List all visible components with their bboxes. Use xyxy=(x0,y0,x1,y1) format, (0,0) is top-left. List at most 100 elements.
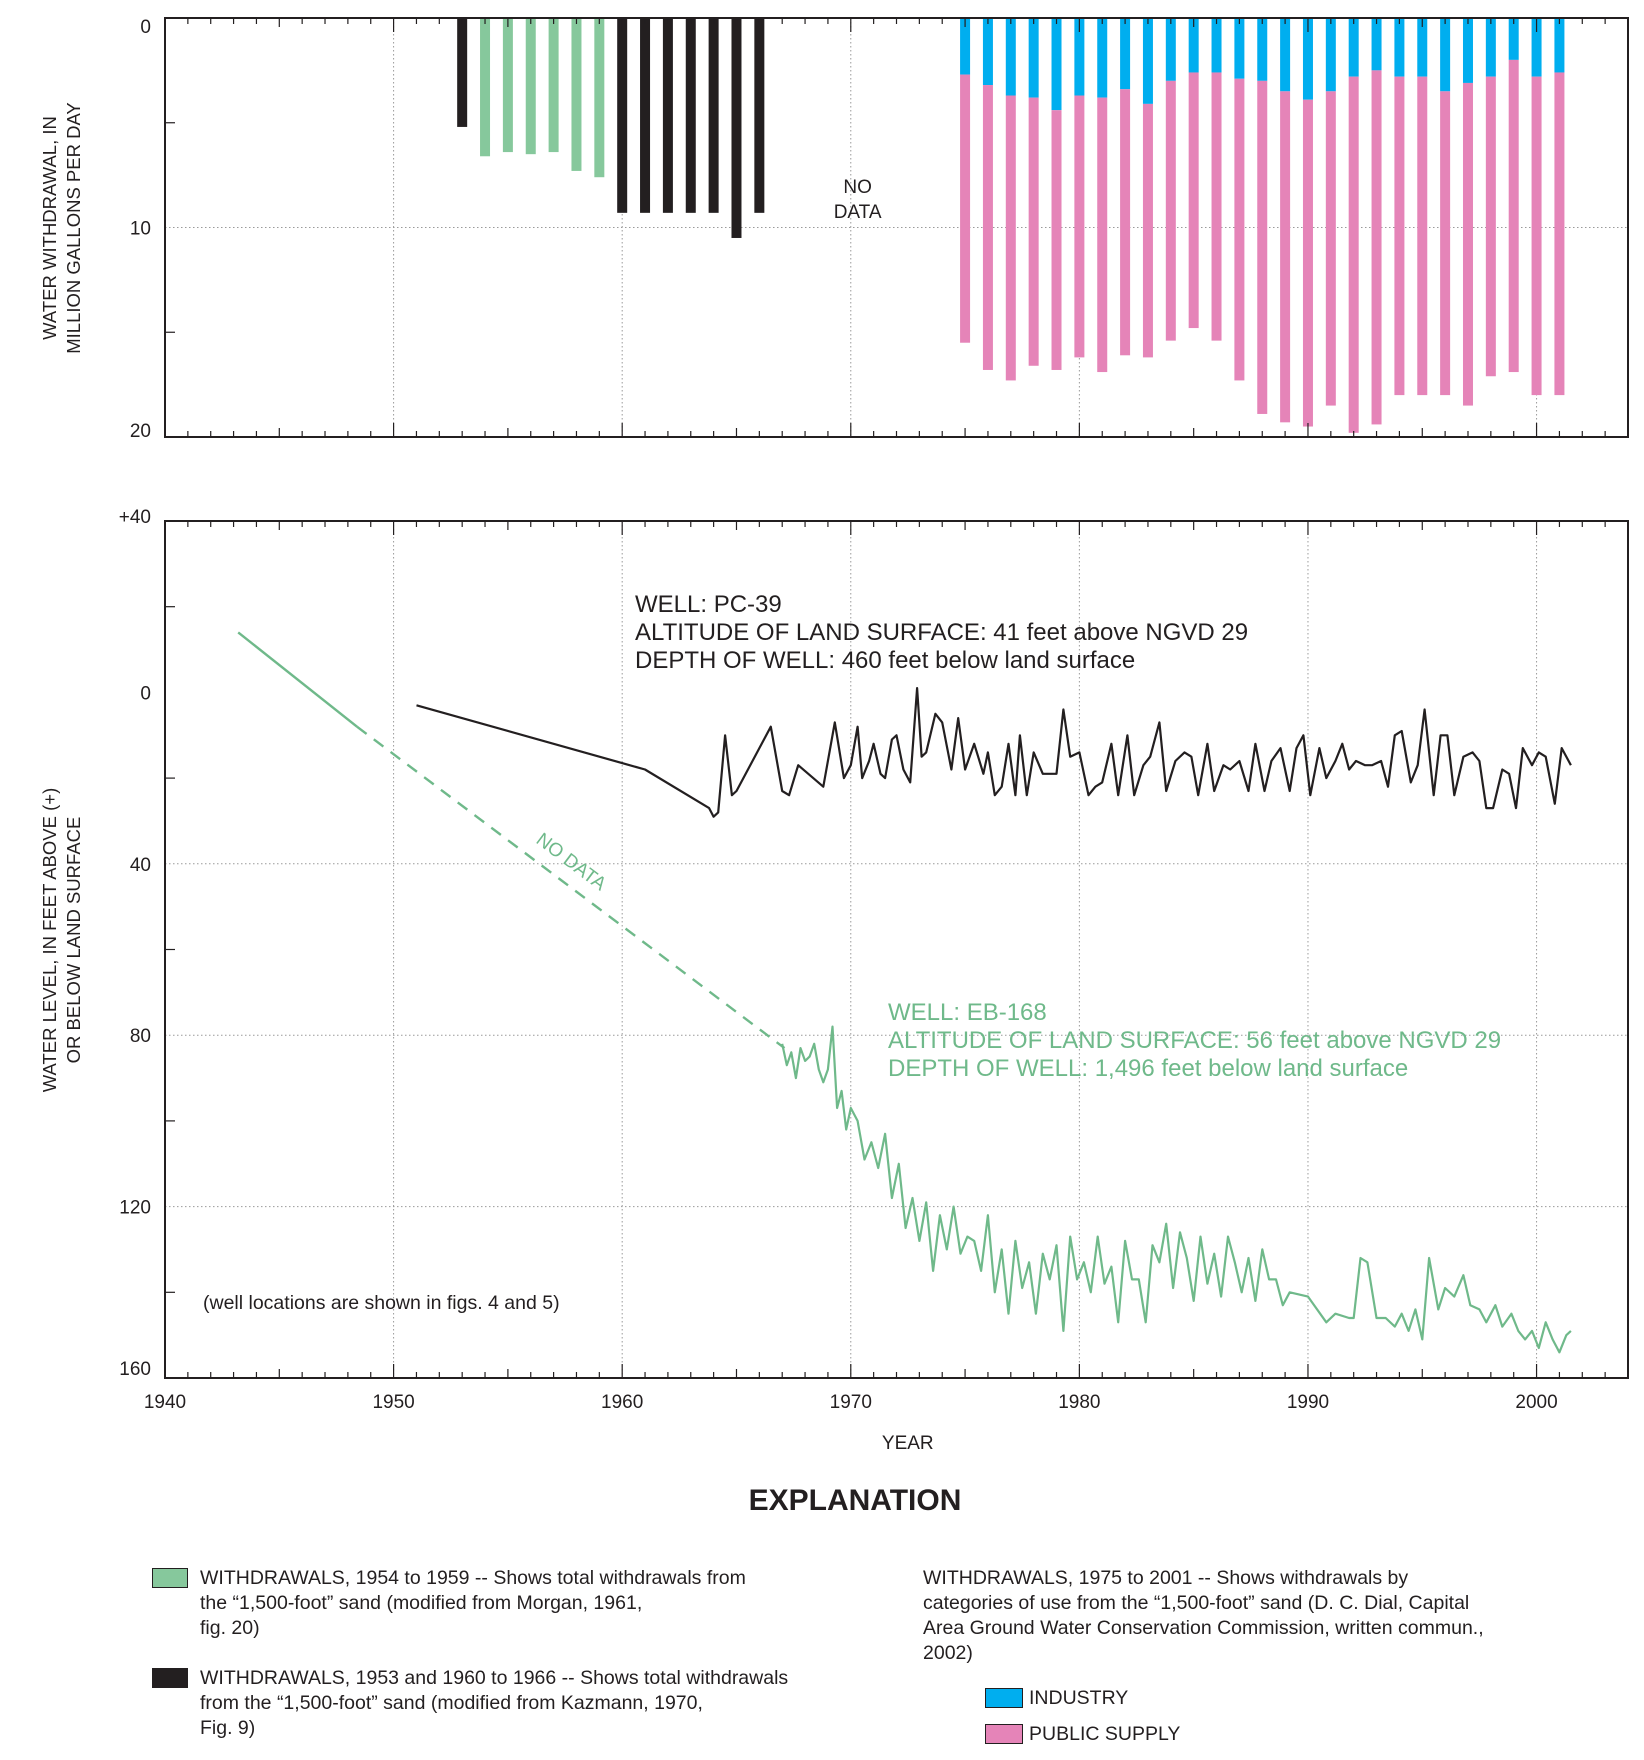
bar-public-supply xyxy=(1280,91,1291,423)
legend-line: 2002) xyxy=(923,1642,973,1664)
bar-withdrawal-total-black xyxy=(754,18,765,213)
legend-line: WITHDRAWALS, 1975 to 2001 -- Shows withd… xyxy=(923,1567,1409,1589)
x-tick-label: 1970 xyxy=(830,1392,872,1413)
x-tick-label: 1980 xyxy=(1058,1392,1100,1413)
y-tick-label: 0 xyxy=(140,17,151,38)
panel-frame xyxy=(164,17,1629,438)
bar-withdrawal-total-black xyxy=(640,18,651,213)
altitude-label-pc-39: ALTITUDE OF LAND SURFACE: 41 feet above … xyxy=(635,619,1248,646)
x-axis-title: YEAR xyxy=(882,1433,934,1454)
series-line-eb-168 xyxy=(781,1025,1572,1354)
bar-withdrawal-total-black xyxy=(457,18,468,127)
bar-industry xyxy=(1302,18,1313,100)
bar-industry xyxy=(1097,18,1108,98)
bar-public-supply xyxy=(1097,97,1108,373)
bar-industry xyxy=(1142,18,1153,104)
bar-withdrawal-total-black xyxy=(731,18,742,238)
bar-industry xyxy=(1348,18,1359,77)
bar-industry xyxy=(1394,18,1405,77)
legend-label-industry: INDUSTRY xyxy=(1029,1687,1129,1709)
y-tick-label: 80 xyxy=(130,1026,151,1047)
y-tick-label: 40 xyxy=(130,855,151,876)
bar-industry xyxy=(1440,18,1451,92)
no-data-annotation: DATA xyxy=(834,202,882,223)
well-label-eb-168: WELL: EB-168 xyxy=(888,999,1047,1026)
legend-line: the “1,500-foot” sand (modified from Mor… xyxy=(200,1592,643,1614)
y-tick-label: 10 xyxy=(130,219,151,240)
bar-industry xyxy=(1074,18,1085,96)
bar-public-supply xyxy=(1074,95,1085,358)
bar-industry xyxy=(982,18,993,86)
y-axis-label-line: OR BELOW LAND SURFACE xyxy=(63,817,84,1064)
no-data-label-eb-168: NO DATA xyxy=(532,829,610,895)
bar-industry xyxy=(1531,18,1542,77)
bar-public-supply xyxy=(982,85,993,370)
bar-industry xyxy=(1234,18,1245,79)
bar-public-supply xyxy=(1462,82,1473,406)
bar-industry xyxy=(1051,18,1062,111)
legend-swatch-green xyxy=(152,1568,188,1588)
bar-public-supply xyxy=(1257,80,1268,414)
bar-public-supply xyxy=(1051,110,1062,370)
bar-industry xyxy=(1371,18,1382,71)
x-tick-label: 1990 xyxy=(1287,1392,1329,1413)
legend-swatch-industry xyxy=(985,1688,1023,1708)
legend-line: from the “1,500-foot” sand (modified fro… xyxy=(200,1692,703,1714)
bar-public-supply xyxy=(1120,89,1131,356)
x-tick-label: 1940 xyxy=(144,1392,186,1413)
bar-public-supply xyxy=(1485,76,1496,377)
withdrawal-panel: 0 10 20 WATER WITHDRAWAL, IN MILLION GALLONS… xyxy=(39,17,1629,442)
legend-line: WITHDRAWALS, 1954 to 1959 -- Shows total… xyxy=(200,1567,746,1589)
depth-label-pc-39: DEPTH OF WELL: 460 feet below land surfa… xyxy=(635,647,1135,674)
y-tick-label: 20 xyxy=(130,421,151,442)
bar-withdrawal-total-green xyxy=(548,18,559,153)
legend-line: categories of use from the “1,500-foot” … xyxy=(923,1592,1470,1614)
depth-label-eb-168: DEPTH OF WELL: 1,496 feet below land sur… xyxy=(888,1055,1408,1082)
bar-withdrawal-total-green xyxy=(502,18,513,153)
y-tick-label: 120 xyxy=(119,1198,151,1219)
bar-industry xyxy=(1211,18,1222,73)
bar-industry xyxy=(1188,18,1199,73)
legend-item-withdrawals-1975-2001: WITHDRAWALS, 1975 to 2001 -- Shows withd… xyxy=(923,1566,1623,1666)
bar-withdrawal-total-black xyxy=(617,18,628,213)
y-tick-label: 160 xyxy=(119,1359,151,1380)
altitude-label-eb-168: ALTITUDE OF LAND SURFACE: 56 feet above … xyxy=(888,1027,1501,1054)
bar-industry xyxy=(1257,18,1268,81)
legend-line: fig. 20) xyxy=(200,1617,260,1639)
legend-line: Area Ground Water Conservation Commissio… xyxy=(923,1617,1484,1639)
bar-withdrawal-total-green xyxy=(571,18,582,171)
bar-public-supply xyxy=(1234,78,1245,381)
bar-public-supply xyxy=(1005,95,1016,381)
x-tick-label: 1960 xyxy=(601,1392,643,1413)
y-axis-label-line: WATER LEVEL, IN FEET ABOVE (+) xyxy=(39,788,60,1092)
y-axis-label-line: WATER WITHDRAWAL, IN xyxy=(39,116,60,340)
bar-withdrawal-total-green xyxy=(480,18,491,157)
note-well-locations: (well locations are shown in figs. 4 and… xyxy=(203,1292,560,1314)
bar-withdrawal-total-black xyxy=(685,18,696,213)
y-axis-label-withdrawal: WATER WITHDRAWAL, IN MILLION GALLONS PER … xyxy=(39,102,84,354)
well-label-pc-39: WELL: PC-39 xyxy=(635,591,782,618)
bar-industry xyxy=(1417,18,1428,77)
bar-public-supply xyxy=(1371,70,1382,425)
bar-industry xyxy=(1120,18,1131,90)
no-data-annotation: NO xyxy=(843,177,872,198)
x-tick-label: 2000 xyxy=(1515,1392,1557,1413)
bar-industry xyxy=(1325,18,1336,92)
bar-industry xyxy=(1280,18,1291,92)
bar-public-supply xyxy=(960,74,971,343)
bar-industry xyxy=(960,18,971,75)
bar-withdrawal-total-green xyxy=(594,18,605,178)
bar-industry xyxy=(1165,18,1176,81)
bar-public-supply xyxy=(1348,76,1359,433)
bar-public-supply xyxy=(1211,72,1222,341)
legend-swatch-public-supply xyxy=(985,1724,1023,1744)
bar-industry xyxy=(1462,18,1473,83)
y-tick-label: 0 xyxy=(140,683,151,704)
legend-label-public-supply: PUBLIC SUPPLY xyxy=(1029,1723,1181,1745)
y-tick-label: +40 xyxy=(119,507,151,528)
bar-industry xyxy=(1028,18,1039,98)
bar-public-supply xyxy=(1531,76,1542,396)
bar-withdrawal-total-black xyxy=(662,18,673,213)
bar-public-supply xyxy=(1440,91,1451,396)
